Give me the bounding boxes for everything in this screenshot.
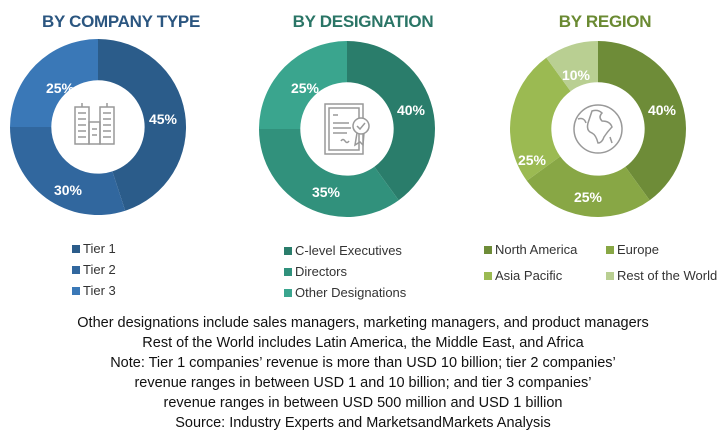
legend-swatch [606, 245, 614, 254]
company-type-panel: BY COMPANY TYPE 45% 30% 25% Tie [0, 0, 242, 305]
company-type-legend: Tier 1 Tier 2 Tier 3 [72, 238, 116, 301]
note-line: Rest of the World includes Latin America… [142, 335, 584, 351]
legend-label: Rest of the World [617, 268, 718, 283]
legend-item: Other Designations [284, 282, 406, 303]
note-line: Other designations include sales manager… [77, 315, 649, 331]
label-rest-of-world: 10% [562, 67, 591, 83]
region-legend: North America Europe Asia Pacific Rest o… [484, 239, 726, 286]
legend-label: Tier 3 [83, 283, 116, 298]
slice-asia-pacific [510, 57, 571, 181]
legend-item: Rest of the World [606, 265, 717, 286]
legend-label: North America [495, 242, 578, 257]
slice-tier-2 [9, 127, 126, 216]
legend-swatch [284, 267, 292, 276]
legend-item: C-level Executives [284, 240, 406, 261]
label-tier-2: 30% [54, 182, 83, 198]
certificate-icon [324, 103, 370, 155]
legend-swatch [284, 246, 292, 255]
label-north-america: 40% [648, 102, 677, 118]
slice-europe [526, 156, 650, 217]
region-donut: 40% 25% 25% 10% [510, 41, 686, 217]
note-line: Note: Tier 1 companies’ revenue is more … [110, 355, 616, 371]
legend-label: Asia Pacific [495, 268, 563, 283]
legend-swatch [72, 265, 80, 274]
label-directors: 35% [312, 184, 341, 200]
slice-c-level [347, 41, 435, 201]
slice-rest-of-world [546, 41, 598, 92]
designation-panel: BY DESIGNATION 40% 35% 25% [242, 0, 484, 305]
buildings-icon [74, 103, 115, 145]
company-type-title: BY COMPANY TYPE [42, 12, 200, 31]
slice-other [259, 41, 347, 129]
legend-label: Directors [295, 264, 348, 279]
globe-icon [573, 104, 623, 154]
note-line: revenue ranges in between USD 500 millio… [163, 395, 563, 411]
legend-swatch [484, 271, 492, 280]
legend-item: Tier 1 [72, 238, 116, 259]
legend-swatch [284, 288, 292, 297]
legend-row: Asia Pacific Rest of the World [484, 265, 726, 286]
label-europe: 25% [574, 189, 603, 205]
slice-tier-3 [10, 39, 98, 127]
label-c-level: 40% [397, 102, 426, 118]
company-type-donut: 45% 30% 25% [9, 39, 187, 216]
legend-label: Tier 1 [83, 241, 116, 256]
legend-item: Tier 2 [72, 259, 116, 280]
legend-swatch [72, 244, 80, 253]
label-asia-pacific: 25% [518, 152, 547, 168]
designation-legend: C-level Executives Directors Other Desig… [284, 240, 406, 303]
slice-directors [259, 129, 399, 217]
legend-label: Tier 2 [83, 262, 116, 277]
region-title: BY REGION [558, 12, 652, 31]
legend-item: Asia Pacific [484, 265, 606, 286]
note-line: revenue ranges in between USD 1 and 10 b… [134, 375, 592, 391]
legend-label: C-level Executives [295, 243, 402, 258]
legend-item: Tier 3 [72, 280, 116, 301]
legend-swatch [484, 245, 492, 254]
designation-title: BY DESIGNATION [292, 12, 434, 31]
legend-item: North America [484, 239, 606, 260]
label-other: 25% [291, 80, 320, 96]
label-tier-1: 45% [149, 111, 178, 127]
legend-item: Directors [284, 261, 406, 282]
legend-swatch [606, 271, 614, 280]
legend-label: Other Designations [295, 285, 407, 300]
legend-row: North America Europe [484, 239, 726, 260]
legend-swatch [72, 286, 80, 295]
slice-north-america [598, 41, 686, 201]
region-panel: BY REGION 40% 25% 25% 10% North America [484, 0, 726, 305]
slice-tier-1 [98, 39, 187, 211]
designation-donut: 40% 35% 25% [259, 41, 435, 217]
footnotes: Other designations include sales manager… [0, 313, 726, 433]
legend-label: Europe [617, 242, 659, 257]
label-tier-3: 25% [46, 80, 75, 96]
legend-item: Europe [606, 239, 659, 260]
source-line: Source: Industry Experts and MarketsandM… [175, 415, 551, 431]
